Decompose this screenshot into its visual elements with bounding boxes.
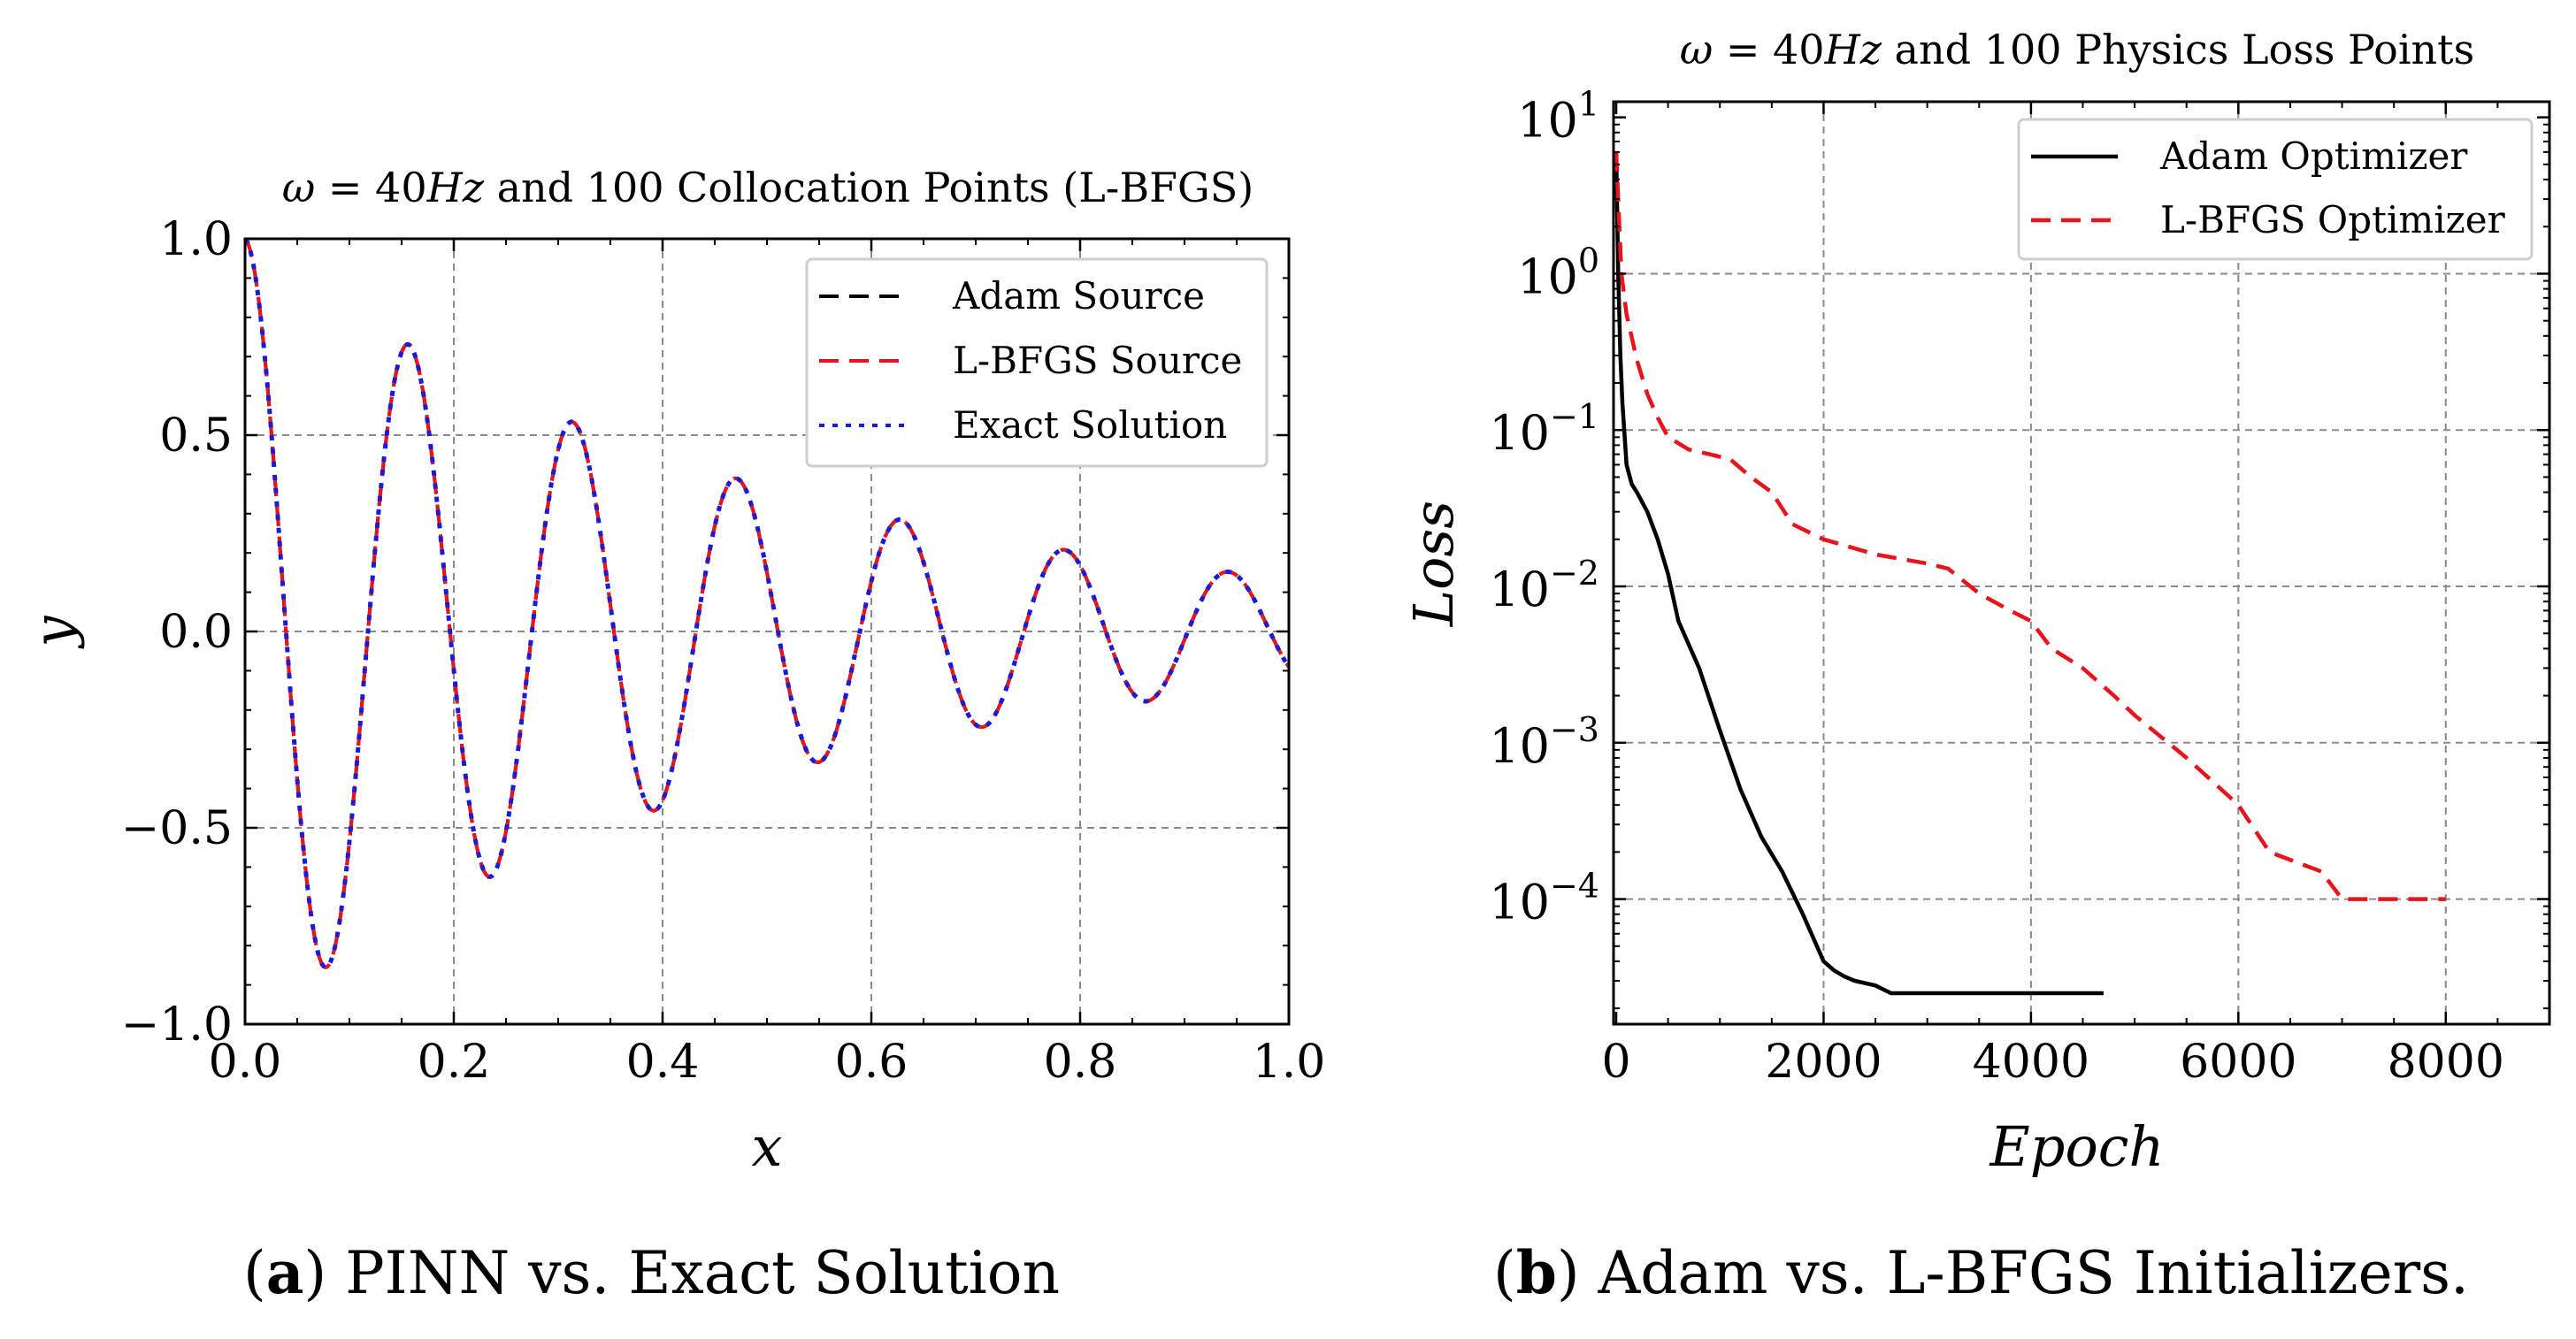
chart-b-ytick-label: 101: [1517, 85, 1599, 149]
chart-a-legend: Adam Source L-BFGS Source Exact Solution: [805, 257, 1269, 468]
chart-b-title-unit: Hz: [1824, 26, 1882, 73]
chart-b-legend-box: [2017, 118, 2534, 261]
chart-a-title-eq: = 40: [315, 164, 426, 211]
chart-a-title-symbol: ω: [282, 164, 316, 211]
chart-a-series-exact-solution: [243, 237, 1292, 970]
caption-a-text: PINN vs. Exact Solution: [345, 1239, 1060, 1307]
chart-b-title-eq: = 40: [1713, 26, 1824, 73]
chart-a-ytick-label: 0.0: [159, 606, 233, 659]
chart-b-series-adam-optimizer: [1614, 151, 2104, 996]
chart-a-legend-label: Adam Source: [952, 274, 1205, 318]
chart-a-title-rest: and 100 Collocation Points (L-BFGS): [484, 164, 1254, 211]
chart-a-ylabel: y: [21, 616, 86, 650]
chart-b-ytick-exponent: −2: [1550, 554, 1599, 593]
chart-a-xtick-label: 0.0: [209, 1036, 282, 1089]
panel-b: ω = 40Hz and 100 Physics Loss Points 0 20…: [1401, 26, 2551, 1179]
caption-b: (b) Adam vs. L-BFGS Initializers.: [1493, 1238, 2470, 1307]
chart-b-series: [1614, 151, 2446, 996]
chart-b-ticks: [1614, 102, 2549, 1024]
chart-b-ytick-label: 100: [1517, 241, 1599, 304]
chart-a-title-unit: Hz: [426, 164, 485, 211]
chart-a-legend-box: [805, 257, 1269, 468]
chart-a-series: [243, 237, 1292, 970]
caption-b-letter: b: [1515, 1238, 1557, 1307]
chart-b-legend: Adam Optimizer L-BFGS Optimizer: [2017, 118, 2534, 261]
chart-b-title-symbol: ω: [1680, 26, 1714, 73]
chart-a-legend-label: Exact Solution: [953, 403, 1227, 447]
chart-a-legend-label: L-BFGS Source: [953, 339, 1242, 382]
chart-a-tick-labels: 0.0 0.2 0.4 0.6 0.8 1.0 −1.0 −0.5 0.0 0.5 1.0: [121, 213, 1326, 1089]
chart-b-ytick-exponent: 1: [1578, 85, 1599, 124]
chart-b-ytick-label: 10−2: [1489, 554, 1599, 617]
chart-a-xlabel: x: [752, 1114, 783, 1179]
chart-b-frame: [1612, 100, 2551, 1026]
chart-a-ticks: [243, 237, 1291, 1026]
chart-b-ytick-label: 10−4: [1489, 867, 1599, 930]
chart-b-ytick-exponent: −3: [1550, 710, 1599, 749]
chart-b-ytick-exponent: −4: [1550, 867, 1599, 906]
chart-b-ytick-exponent: −1: [1550, 397, 1599, 436]
chart-b-series-l-bfgs-optimizer: [1614, 151, 2446, 901]
chart-b-ytick-label: 10−3: [1489, 710, 1599, 774]
chart-b-ytick-label: 10−1: [1489, 397, 1599, 461]
caption-a-letter: a: [265, 1238, 304, 1307]
chart-a-title: ω = 40Hz and 100 Collocation Points (L-B…: [282, 164, 1254, 211]
caption-b-text: Adam vs. L-BFGS Initializers.: [1598, 1239, 2470, 1307]
chart-a-xtick-label: 0.6: [835, 1036, 908, 1089]
chart-b-ylabel: Loss: [1401, 501, 1466, 627]
caption-a: (a) PINN vs. Exact Solution: [243, 1238, 1060, 1307]
chart-b-xlabel: Epoch: [1990, 1114, 2165, 1179]
chart-b-title-rest: and 100 Physics Loss Points: [1882, 26, 2474, 73]
chart-b-xtick-label: 2000: [1765, 1036, 1882, 1089]
panel-a: ω = 40Hz and 100 Collocation Points (L-B…: [21, 164, 1325, 1179]
chart-a-ytick-label: −0.5: [121, 802, 233, 855]
chart-a-ytick-label: 1.0: [159, 213, 233, 266]
chart-a-xtick-label: 1.0: [1253, 1036, 1326, 1089]
chart-a-xtick-label: 0.8: [1044, 1036, 1117, 1089]
chart-b-xtick-label: 4000: [1973, 1036, 2089, 1089]
chart-b-legend-label: Adam Optimizer: [2159, 134, 2468, 178]
chart-a-xtick-label: 0.2: [418, 1036, 491, 1089]
chart-b-title: ω = 40Hz and 100 Physics Loss Points: [1680, 26, 2475, 73]
chart-b-legend-label: L-BFGS Optimizer: [2160, 198, 2506, 241]
chart-b-xtick-label: 8000: [2388, 1036, 2504, 1089]
chart-a-xtick-label: 0.4: [626, 1036, 700, 1089]
chart-b-ytick-exponent: 0: [1578, 241, 1599, 279]
chart-b-xtick-label: 6000: [2180, 1036, 2296, 1089]
chart-a-ytick-label: 0.5: [159, 409, 233, 463]
chart-a-ytick-label: −1.0: [121, 999, 233, 1052]
chart-b-xtick-label: 0: [1601, 1036, 1630, 1089]
